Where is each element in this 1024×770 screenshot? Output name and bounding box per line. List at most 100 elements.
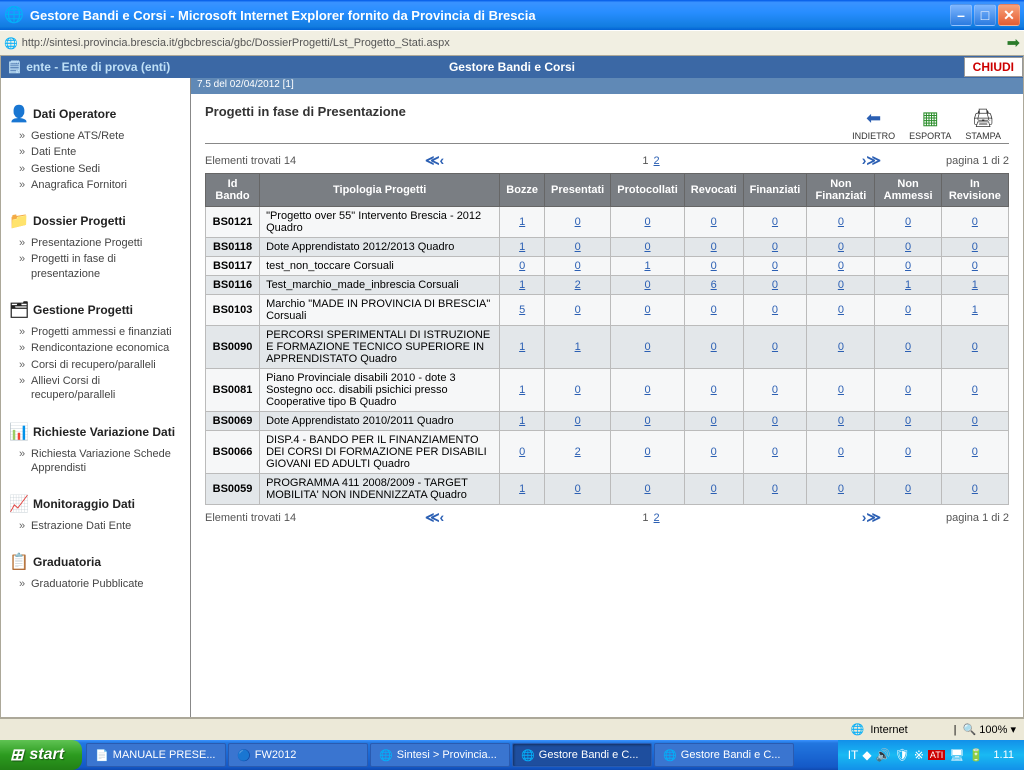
cell-id: BS0118	[206, 238, 260, 257]
column-header: Finanziati	[743, 174, 807, 207]
cell-count: 0	[941, 238, 1008, 257]
table-row: BS0081Piano Provinciale disabili 2010 - …	[206, 369, 1009, 412]
start-button[interactable]: ⊞start	[0, 740, 82, 770]
sidebar-item[interactable]: Graduatorie Pubblicate	[9, 576, 182, 592]
user-label: ente - Ente di prova (enti)	[26, 60, 170, 74]
sidebar-item[interactable]: Progetti in fase di presentazione	[9, 251, 182, 282]
page-info: pagina 1 di 2	[879, 155, 1009, 167]
cell-desc: Piano Provinciale disabili 2010 - dote 3…	[260, 369, 500, 412]
table-row: BS0103Marchio "MADE IN PROVINCIA DI BRES…	[206, 295, 1009, 326]
sidebar-group-title[interactable]: 📈Monitoraggio Dati	[9, 494, 182, 514]
app-title: Gestore Bandi e Corsi	[449, 60, 575, 74]
cell-count: 0	[941, 412, 1008, 431]
cell-count: 0	[684, 295, 743, 326]
cell-count: 0	[611, 207, 685, 238]
cell-count: 0	[611, 474, 685, 505]
tray-icon[interactable]: 🖥	[949, 748, 964, 762]
taskbar-item[interactable]: 🌐Gestore Bandi e C...	[512, 743, 652, 767]
tray-icon[interactable]: ※	[914, 748, 924, 762]
cell-count: 0	[743, 238, 807, 257]
next-page-button[interactable]: › ≫	[862, 152, 879, 169]
tray-icon[interactable]: ATI	[928, 750, 945, 760]
table-body: BS0121"Progetto over 55" Intervento Bres…	[206, 207, 1009, 505]
cell-desc: Dote Apprendistato 2010/2011 Quadro	[260, 412, 500, 431]
cell-count: 0	[743, 326, 807, 369]
sidebar-item[interactable]: Presentazione Progetti	[9, 235, 182, 251]
cell-count: 0	[611, 295, 685, 326]
column-header: Presentati	[545, 174, 611, 207]
cell-count: 0	[941, 326, 1008, 369]
app-header: 🗒 ente - Ente di prova (enti) Gestore Ba…	[1, 56, 1023, 78]
cell-count: 1	[500, 207, 545, 238]
chiudi-button[interactable]: CHIUDI	[964, 57, 1023, 77]
taskbar: ⊞start 📄MANUALE PRESE...🔵FW2012🌐Sintesi …	[0, 740, 1024, 770]
cell-desc: test_non_toccare Corsuali	[260, 257, 500, 276]
sidebar-item[interactable]: Dati Ente	[9, 144, 182, 160]
cell-count: 0	[743, 295, 807, 326]
sidebar-group-title[interactable]: 🗂Gestione Progetti	[9, 300, 182, 320]
sidebar-item[interactable]: Corsi di recupero/paralleli	[9, 357, 182, 373]
cell-count: 0	[500, 257, 545, 276]
column-header: Bozze	[500, 174, 545, 207]
tray-icon[interactable]: ◆	[862, 748, 871, 762]
taskbar-item[interactable]: 🌐Sintesi > Provincia...	[370, 743, 510, 767]
ie-small-icon: 🌐	[4, 37, 18, 50]
cell-count: 0	[941, 474, 1008, 505]
taskbar-item[interactable]: 🌐Gestore Bandi e C...	[654, 743, 794, 767]
tray-icon[interactable]: 🛡	[895, 748, 910, 762]
sidebar-item[interactable]: Gestione Sedi	[9, 161, 182, 177]
cell-count: 1	[545, 326, 611, 369]
sidebar-item[interactable]: Estrazione Dati Ente	[9, 518, 182, 534]
clock[interactable]: 1.11	[993, 749, 1014, 761]
table-row: BS0117test_non_toccare Corsuali00100000	[206, 257, 1009, 276]
minimize-button[interactable]: –	[950, 4, 972, 26]
maximize-button[interactable]: □	[974, 4, 996, 26]
zone-icon: 🌐	[851, 723, 865, 736]
go-button[interactable]: ➡	[1007, 33, 1020, 53]
sidebar-item[interactable]: Anagrafica Fornitori	[9, 177, 182, 193]
cell-count: 0	[875, 369, 941, 412]
system-tray: IT ◆ 🔊 🛡 ※ ATI 🖥 🔋 1.11	[838, 740, 1024, 770]
cell-count: 0	[611, 412, 685, 431]
cell-desc: PERCORSI SPERIMENTALI DI ISTRUZIONE E FO…	[260, 326, 500, 369]
taskbar-item[interactable]: 📄MANUALE PRESE...	[86, 743, 226, 767]
cell-count: 0	[500, 431, 545, 474]
sidebar-item[interactable]: Gestione ATS/Rete	[9, 128, 182, 144]
tray-icon[interactable]: 🔊	[876, 748, 891, 762]
sidebar-item[interactable]: Progetti ammessi e finanziati	[9, 324, 182, 340]
url-field[interactable]: http://sintesi.provincia.brescia.it/gbcb…	[18, 37, 1001, 49]
close-button[interactable]: ✕	[998, 4, 1020, 26]
sidebar-item[interactable]: Richiesta Variazione Schede Apprendisti	[9, 446, 182, 477]
tray-icon[interactable]: 🔋	[968, 748, 983, 762]
taskbar-items: 📄MANUALE PRESE...🔵FW2012🌐Sintesi > Provi…	[82, 740, 838, 770]
print-button[interactable]: 🖨STAMPA	[965, 108, 1001, 141]
table-row: BS0090PERCORSI SPERIMENTALI DI ISTRUZION…	[206, 326, 1009, 369]
first-page-button[interactable]: ≪ ‹	[425, 152, 442, 169]
column-header: Non Ammessi	[875, 174, 941, 207]
sidebar-group-title[interactable]: 👤Dati Operatore	[9, 104, 182, 124]
cell-count: 0	[807, 257, 875, 276]
back-button[interactable]: ⬅INDIETRO	[852, 108, 895, 141]
cell-count: 0	[941, 369, 1008, 412]
sidebar-group-title[interactable]: 📊Richieste Variazione Dati	[9, 422, 182, 442]
cell-count: 0	[545, 295, 611, 326]
cell-count: 0	[743, 257, 807, 276]
cell-count: 0	[684, 326, 743, 369]
sidebar-item[interactable]: Allievi Corsi di recupero/paralleli	[9, 373, 182, 404]
taskbar-item[interactable]: 🔵FW2012	[228, 743, 368, 767]
lang-indicator[interactable]: IT	[848, 748, 859, 762]
cell-id: BS0117	[206, 257, 260, 276]
cell-id: BS0059	[206, 474, 260, 505]
cell-count: 0	[807, 238, 875, 257]
address-bar: 🌐 http://sintesi.provincia.brescia.it/gb…	[0, 30, 1024, 56]
cell-desc: PROGRAMMA 411 2008/2009 - TARGET MOBILIT…	[260, 474, 500, 505]
pager-bottom: Elementi trovati 14 ≪ ‹ 1 2 › ≫ pagina 1…	[205, 505, 1009, 530]
sidebar-group-title[interactable]: 📋Graduatoria	[9, 552, 182, 572]
cell-count: 1	[875, 276, 941, 295]
cell-count: 1	[500, 412, 545, 431]
sidebar-item[interactable]: Rendicontazione economica	[9, 340, 182, 356]
sidebar-group-title[interactable]: 📁Dossier Progetti	[9, 211, 182, 231]
zoom-menu[interactable]: 🔍 100% ▾	[963, 723, 1016, 736]
export-button[interactable]: ▦ESPORTA	[909, 108, 951, 141]
cell-count: 1	[500, 326, 545, 369]
